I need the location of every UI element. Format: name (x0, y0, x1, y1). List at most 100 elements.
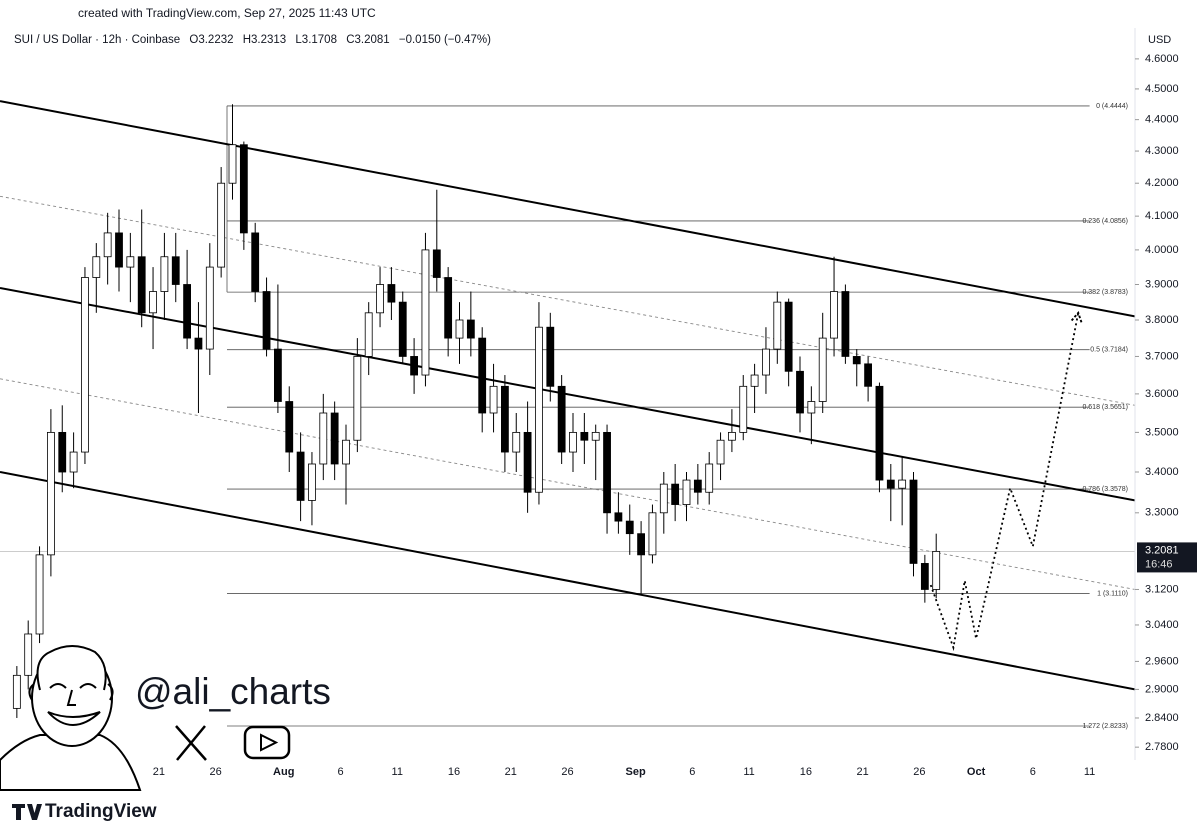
y-axis-label: USD (1148, 34, 1171, 46)
overlay: @ali_charts TradingView (0, 645, 331, 822)
candle-body (432, 249, 441, 278)
trendline (0, 378, 1135, 590)
x-tick-label: 21 (505, 766, 517, 778)
ohlc-low: L3.1708 (295, 34, 337, 46)
candle-body (273, 348, 282, 402)
candle-body (886, 479, 895, 489)
y-tick-label: 4.0000 (1145, 244, 1179, 256)
y-tick-label: 2.8400 (1145, 712, 1179, 724)
candle-body (319, 412, 328, 465)
candle-body (716, 439, 725, 465)
candle-body (569, 431, 577, 453)
x-tick-label: 11 (1084, 766, 1095, 778)
y-tick-label: 3.1200 (1145, 583, 1179, 595)
candle-body (818, 337, 827, 402)
x-tick-label: 11 (392, 766, 403, 778)
candle-body (308, 463, 316, 501)
candle-body (830, 291, 838, 339)
x-tick-label: Sep (626, 766, 646, 778)
candle-body (376, 284, 384, 314)
candle-body (262, 291, 271, 350)
x-tick-label: 11 (743, 766, 754, 778)
candle-body (682, 479, 691, 505)
candle-body (580, 431, 589, 441)
candle-body (920, 563, 929, 590)
projection-path (929, 313, 1079, 652)
fib-label: 0.236 (4.0856) (1082, 218, 1128, 225)
candle-body (205, 266, 214, 350)
x-tick-label: 21 (153, 766, 165, 778)
candle-body (852, 356, 861, 365)
last-price-label: 3.2081 (1145, 544, 1179, 556)
candle-body (217, 182, 226, 268)
candle-body (364, 312, 373, 357)
candle-body (535, 326, 543, 493)
x-tick-label: 6 (337, 766, 343, 778)
candle-body (637, 533, 645, 556)
candle-body (35, 554, 44, 635)
candle-body (557, 385, 566, 453)
fib-label: 0.5 (3.7184) (1090, 347, 1128, 354)
candle-body (478, 337, 487, 414)
candle-body (659, 483, 668, 514)
candle-body (489, 385, 498, 414)
candle-body (728, 431, 736, 441)
candle-body (693, 479, 702, 493)
candle-body (773, 301, 782, 350)
candle-body (81, 277, 89, 453)
candle-body (251, 232, 260, 292)
brand-logo (12, 804, 42, 820)
candle-body (512, 431, 521, 453)
watermark: created with TradingView.com, Sep 27, 20… (78, 6, 376, 20)
x-tick-label: Oct (967, 766, 986, 778)
symbol: SUI / US Dollar · 12h · Coinbase (14, 34, 180, 46)
y-tick-label: 4.6000 (1145, 53, 1179, 65)
y-tick-label: 3.4000 (1145, 466, 1179, 478)
candle-body (398, 301, 407, 357)
candle-body (784, 301, 793, 372)
candle-body (750, 374, 759, 387)
x-tick-label: 6 (1030, 766, 1036, 778)
candle-body (932, 551, 941, 590)
candle-body (12, 674, 21, 709)
y-tick-label: 4.5000 (1145, 83, 1179, 95)
candle-body (330, 412, 339, 465)
fib-label: 0 (4.4444) (1096, 103, 1128, 110)
ohlc-open: O3.2232 (189, 34, 233, 46)
candle-body (739, 385, 748, 433)
candle-body (807, 401, 816, 414)
candle-body (705, 463, 714, 493)
x-tick-label: 26 (210, 766, 222, 778)
candle-body (353, 356, 362, 441)
x-tick-label: Aug (273, 766, 294, 778)
candle-body (671, 483, 680, 505)
countdown-label: 16:46 (1145, 558, 1173, 570)
y-tick-label: 3.3000 (1145, 507, 1179, 519)
candle-body (228, 144, 237, 184)
x-tick-label: 16 (448, 766, 460, 778)
candle-body (342, 439, 350, 465)
x-tick-label: 6 (689, 766, 695, 778)
candle-body (909, 479, 918, 564)
candle-body (24, 633, 33, 676)
candle-body (387, 284, 396, 303)
fib-label: 0.382 (3.8783) (1082, 289, 1128, 296)
candle-body (444, 277, 453, 339)
candle-body (171, 256, 180, 285)
brand: TradingView (45, 801, 157, 822)
y-tick-label: 3.6000 (1145, 388, 1179, 400)
y-tick-label: 3.8000 (1145, 314, 1179, 326)
y-tick-label: 3.0400 (1145, 619, 1179, 631)
candle-body (410, 356, 419, 376)
price-box (1137, 542, 1197, 573)
candle-body (296, 451, 305, 501)
youtube-icon (243, 725, 291, 760)
candle-body (285, 401, 294, 453)
candle-body (137, 256, 146, 314)
y-tick-label: 3.5000 (1145, 426, 1179, 438)
candle-body (455, 319, 464, 339)
x-tick-label: 26 (913, 766, 925, 778)
plot-area: 0 (4.4444) 0.236 (4.0856) 0.382 (3.8783) 0.… (0, 100, 1135, 730)
trendline (0, 195, 1135, 406)
